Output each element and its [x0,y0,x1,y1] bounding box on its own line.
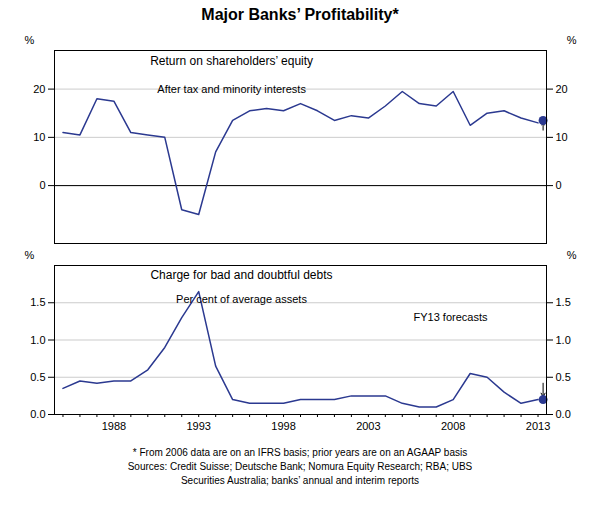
svg-text:20: 20 [33,83,45,95]
svg-text:0: 0 [556,179,562,191]
svg-text:FY13 forecasts: FY13 forecasts [413,311,487,323]
svg-text:1988: 1988 [102,420,126,432]
svg-text:1.0: 1.0 [30,334,45,346]
svg-text:0.5: 0.5 [30,371,45,383]
html-text:Sources: Credit Suisse; Deutsc: Sources: Credit Suisse; Deutsche Bank; N… [127,461,473,472]
svg-text:0.0: 0.0 [30,408,45,420]
svg-text:10: 10 [556,131,568,143]
svg-text:1998: 1998 [271,420,295,432]
svg-text:%: % [25,34,35,46]
svg-text:1993: 1993 [186,420,210,432]
svg-text:2003: 2003 [356,420,380,432]
svg-text:20: 20 [556,83,568,95]
svg-text:%: % [567,249,577,261]
html-text:* From 2006 data are on an IFR: * From 2006 data are on an IFRS basis; p… [132,447,468,458]
svg-text:Return on shareholders’ equity: Return on shareholders’ equity [150,54,313,68]
svg-text:After tax and minority interes: After tax and minority interests [157,83,306,95]
svg-text:0: 0 [39,179,45,191]
svg-text:0.5: 0.5 [556,371,571,383]
svg-text:10: 10 [33,131,45,143]
svg-text:Charge for bad and doubtful de: Charge for bad and doubtful debts [150,267,332,281]
svg-text:2013: 2013 [526,420,550,432]
svg-text:1.5: 1.5 [556,296,571,308]
svg-text:1.5: 1.5 [30,296,45,308]
svg-text:1.0: 1.0 [556,334,571,346]
svg-text:2008: 2008 [441,420,465,432]
svg-text:0.0: 0.0 [556,408,571,420]
svg-text:Per cent of average assets: Per cent of average assets [176,293,307,305]
svg-text:%: % [25,249,35,261]
svg-text:%: % [567,34,577,46]
html-text:Major Banks’ Profitability*: Major Banks’ Profitability* [201,6,399,23]
html-text:Securities Australia; banks’ a: Securities Australia; banks’ annual and … [181,475,419,486]
